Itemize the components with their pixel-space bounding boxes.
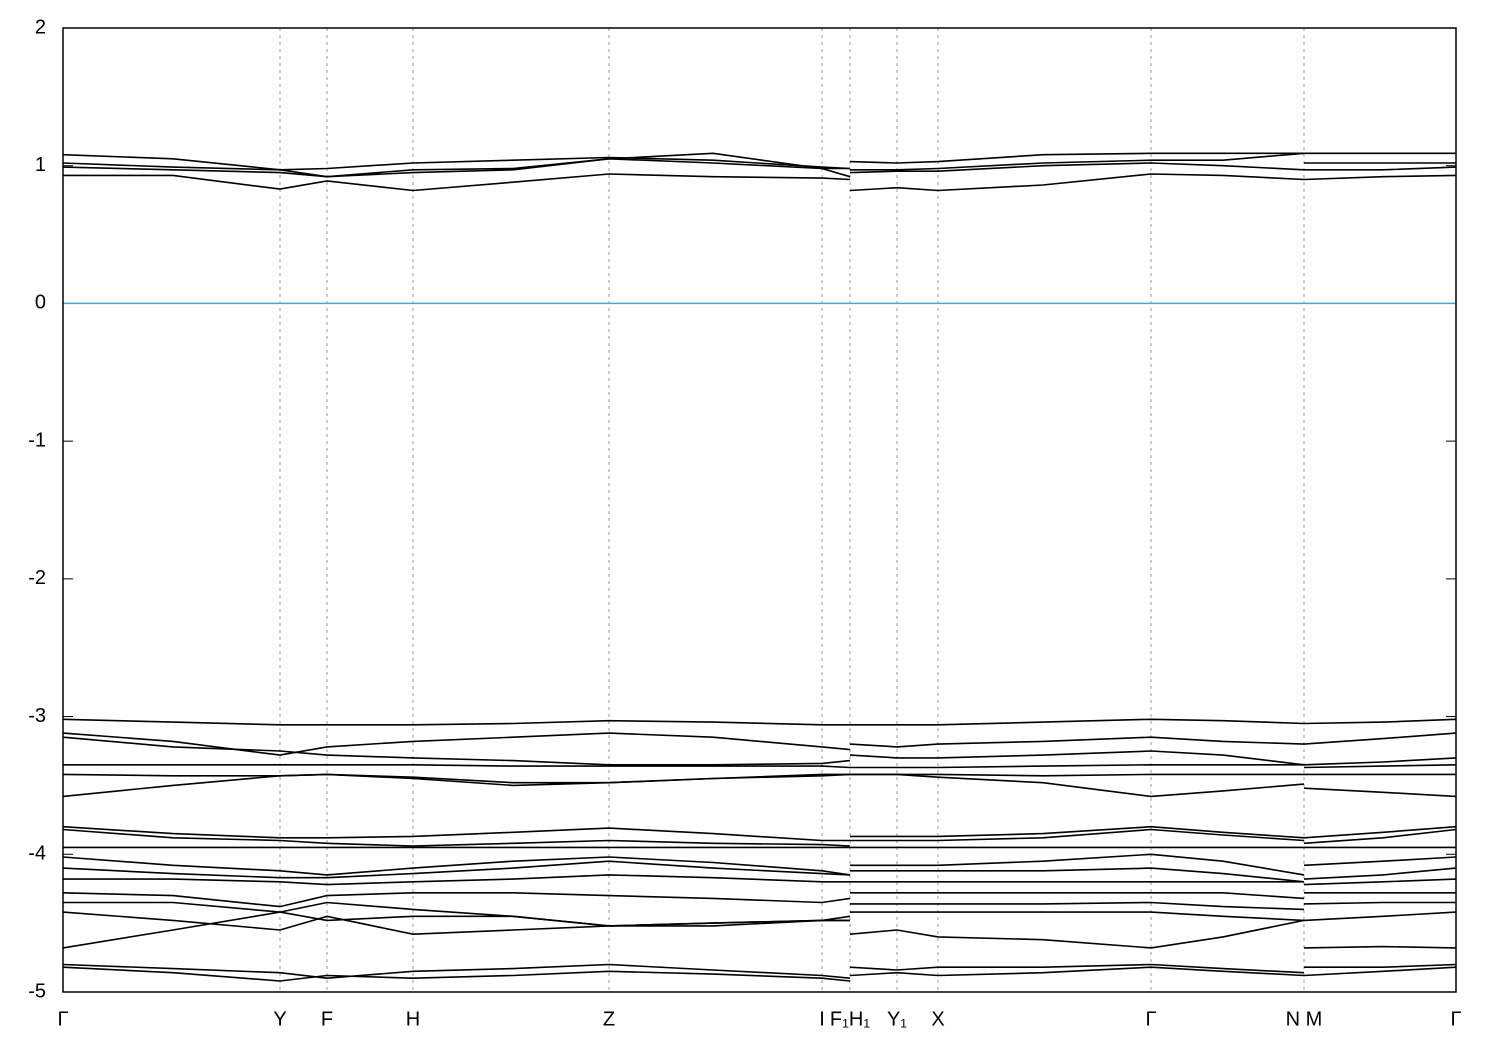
y-tick-label: -1 — [28, 429, 46, 451]
y-tick-label: -4 — [28, 843, 46, 865]
band-line — [63, 173, 1457, 192]
x-tick-label: Γ — [57, 1008, 68, 1030]
x-tick-label: Z — [603, 1008, 615, 1030]
band-line — [62, 152, 1456, 171]
y-tick-label: -5 — [28, 980, 46, 1002]
x-tick-label: N M — [1286, 1008, 1323, 1030]
band-line — [62, 157, 1457, 178]
y-tick-label: -3 — [28, 705, 46, 727]
band-line — [63, 764, 1457, 769]
x-tick-label: F₁H₁ — [830, 1008, 870, 1030]
x-tick-label: H — [406, 1008, 420, 1030]
x-tick-label: Γ — [1145, 1008, 1156, 1030]
band-line — [62, 828, 1457, 847]
x-tick-label: X — [931, 1008, 944, 1030]
band-line — [62, 152, 1456, 178]
band-line — [62, 911, 1457, 936]
y-tick-label: 0 — [35, 292, 46, 314]
x-tick-label: Γ — [1450, 1008, 1461, 1030]
band-line — [62, 736, 1457, 766]
x-tick-label: Y₁ — [887, 1008, 907, 1030]
band-line — [62, 966, 1457, 982]
y-tick-label: -2 — [28, 567, 46, 589]
band-line — [62, 853, 1457, 876]
band-line — [62, 718, 1457, 726]
band-line — [63, 874, 1457, 886]
band-line — [62, 860, 1457, 883]
y-tick-label: 1 — [35, 154, 46, 176]
band-line — [62, 963, 1457, 980]
y-tick-label: 2 — [35, 16, 46, 38]
plot-frame — [62, 27, 1457, 993]
x-tick-label: I — [819, 1008, 825, 1030]
x-tick-label: Y — [273, 1008, 286, 1030]
band-line — [62, 825, 1457, 842]
band-line — [62, 911, 1457, 949]
x-tick-label: F — [321, 1008, 333, 1030]
band-line — [62, 773, 1457, 798]
band-line — [62, 892, 1456, 908]
